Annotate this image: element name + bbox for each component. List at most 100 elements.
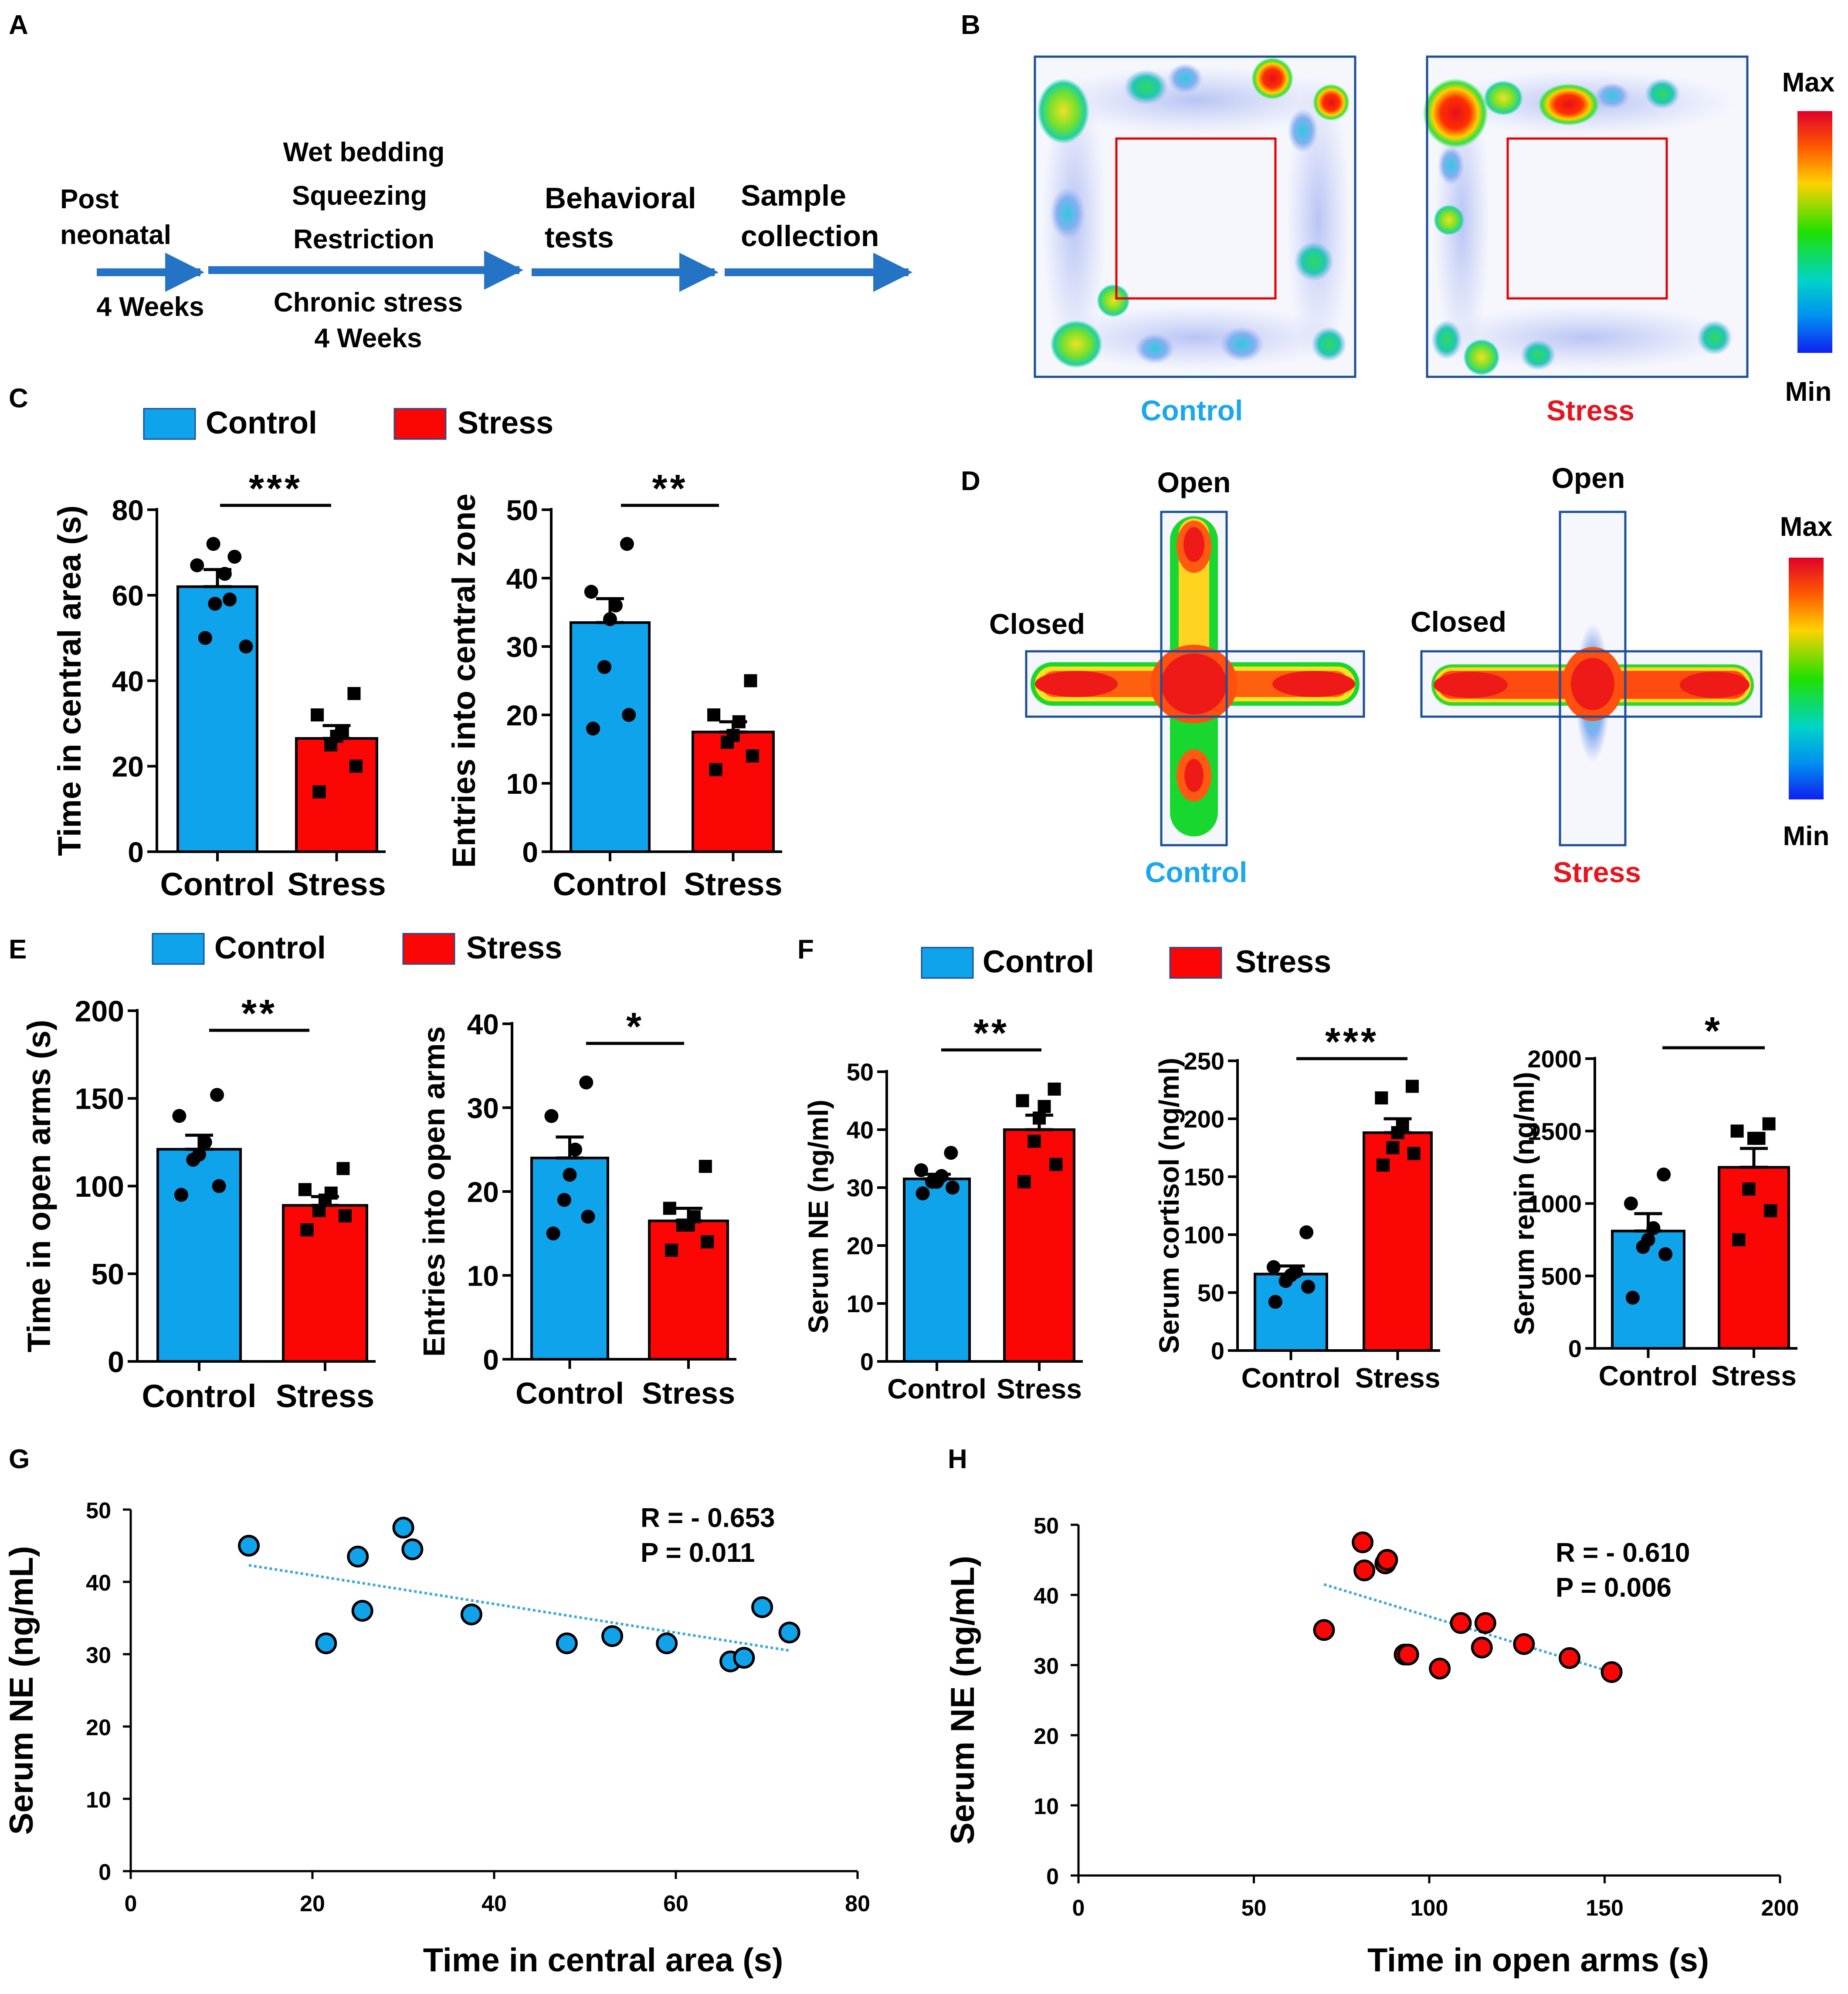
- x-tick-label: Stress: [642, 1376, 735, 1410]
- data-point-control: [579, 1075, 593, 1090]
- bar-stress: [295, 737, 378, 853]
- y-tick-label: 30: [86, 1643, 111, 1668]
- data-point-control: [608, 598, 623, 613]
- y-tick-label: 30: [506, 631, 538, 663]
- timeline-stressor-1: Wet bedding: [283, 137, 445, 167]
- open-field-stress-heatmap: [1423, 55, 1749, 378]
- significance-label: ***: [249, 467, 302, 511]
- data-point-stress: [746, 749, 759, 763]
- data-point-stress: [349, 759, 363, 773]
- plus-maze-stress-open: Open: [1552, 462, 1625, 494]
- data-point-stress: [312, 785, 326, 799]
- x-tick-label: Control: [1241, 1362, 1341, 1394]
- significance-label: **: [652, 467, 688, 511]
- data-point-control: [223, 592, 237, 607]
- data-point: [1397, 1643, 1419, 1666]
- panel-g: G 0 10 20 30 40 50 0 20 40 60 80 R = - 0.653 P = 0.0…: [3, 1444, 870, 1979]
- data-point-stress: [1386, 1141, 1400, 1154]
- plus-maze-control-open: Open: [1157, 466, 1231, 498]
- data-point: [601, 1625, 624, 1647]
- bar-chart-serum-ne: 0 10 20 30 40 50 Control Stress Serum NE (ng/ml)…: [803, 1012, 1083, 1405]
- timeline-sample-1: Sample: [741, 179, 846, 212]
- x-tick-label: 0: [1072, 1896, 1085, 1921]
- plus-maze-scale-min: Min: [1783, 821, 1830, 851]
- bar-control: [530, 1157, 609, 1361]
- data-point-stress: [707, 708, 721, 721]
- x-tick-label: Stress: [684, 866, 782, 902]
- scatter-ne-vs-central-time: 0 10 20 30 40 50 0 20 40 60 80 R = - 0.653 P = 0.011…: [3, 1498, 870, 1979]
- bar-chart-entries-central-zone: 0 10 20 30 40 50 Control Stress Entries into cen…: [446, 467, 783, 902]
- plus-maze-control-label: Control: [1145, 856, 1248, 888]
- data-point-stress: [300, 1223, 314, 1237]
- bar-stress: [282, 1204, 368, 1363]
- y-tick-label: 1500: [1527, 1117, 1582, 1145]
- y-tick-label: 50: [91, 1258, 124, 1291]
- x-tick-label: Stress: [1355, 1362, 1441, 1394]
- y-tick-label: 20: [506, 699, 538, 731]
- y-tick-label: 20: [1034, 1724, 1059, 1749]
- y-tick-label: 40: [506, 562, 538, 595]
- data-point-control: [557, 1193, 571, 1207]
- y-tick-label: 60: [112, 579, 144, 612]
- panel-d: D: [961, 462, 1833, 888]
- data-point-stress: [709, 763, 722, 776]
- data-point-control: [1266, 1260, 1281, 1274]
- y-tick-label: 40: [847, 1116, 874, 1144]
- x-tick-label: Stress: [287, 866, 386, 902]
- panel-label-c: C: [9, 383, 28, 413]
- data-point-control: [172, 1109, 186, 1123]
- panel-label-g: G: [9, 1444, 30, 1474]
- stats-label: P = 0.006: [1556, 1573, 1672, 1603]
- data-point: [556, 1632, 578, 1655]
- data-point: [1471, 1636, 1493, 1659]
- y-tick-label: 0: [1568, 1335, 1582, 1362]
- panel-label-a: A: [9, 10, 28, 40]
- data-point-control: [620, 537, 634, 551]
- y-tick-label: 1000: [1527, 1190, 1582, 1218]
- data-point-control: [186, 1153, 200, 1167]
- panel-a: A Post neonatal Wet bedding Squeezing Re…: [9, 10, 912, 353]
- data-point-control: [1658, 1247, 1673, 1261]
- data-point-stress: [1762, 1117, 1776, 1131]
- x-tick-label: 40: [481, 1891, 507, 1916]
- data-point-stress: [339, 1209, 352, 1222]
- x-tick-label: 100: [1411, 1896, 1448, 1921]
- data-point-control: [1299, 1225, 1314, 1239]
- panel-b: B: [961, 10, 1835, 427]
- data-point: [778, 1622, 800, 1644]
- data-point-control: [206, 537, 220, 551]
- legend-e-stress-label: Stress: [466, 931, 562, 965]
- data-point-control: [1636, 1240, 1650, 1254]
- plus-maze-control-heatmap: [1025, 511, 1365, 846]
- bar-control: [176, 585, 258, 853]
- open-field-stress-label: Stress: [1546, 394, 1634, 427]
- x-tick-label: Control: [553, 866, 667, 902]
- data-point-control: [546, 1226, 560, 1241]
- x-tick-label: Control: [1599, 1360, 1698, 1391]
- x-tick-label: 20: [300, 1891, 325, 1916]
- data-point-control: [581, 1209, 595, 1224]
- legend-f-control-swatch: [921, 947, 974, 979]
- data-point: [751, 1596, 773, 1618]
- data-point-control: [622, 708, 636, 722]
- bar-stress: [648, 1219, 729, 1361]
- significance-label: **: [241, 992, 277, 1036]
- bar-chart-time-open-arms: 0 50 100 150 200 Control Stress Time in open ar…: [21, 992, 376, 1414]
- scatter-ne-vs-open-arm-time: 0 10 20 30 40 50 0 50 100 150 200 R = - 0.610 P = 0.…: [944, 1513, 1799, 1979]
- y-tick-label: 150: [75, 1083, 124, 1116]
- bar-chart-entries-open-arms: 0 10 20 30 40 Control Stress Entries into open …: [417, 1005, 736, 1410]
- y-axis-label: Time in central area (s): [51, 505, 88, 856]
- y-tick-label: 50: [86, 1498, 111, 1523]
- panel-label-f: F: [797, 934, 814, 965]
- data-point-stress: [1391, 1126, 1404, 1139]
- y-tick-label: 0: [1046, 1864, 1059, 1889]
- timeline-sample-2: collection: [741, 220, 879, 253]
- y-tick-label: 30: [847, 1174, 874, 1202]
- data-point-stress: [347, 687, 361, 700]
- bar-control: [156, 1148, 242, 1363]
- y-axis-label: Serum NE (ng/ml): [803, 1100, 834, 1334]
- data-point: [1600, 1661, 1623, 1683]
- y-tick-label: 10: [467, 1259, 499, 1292]
- legend-f-control-label: Control: [983, 945, 1094, 979]
